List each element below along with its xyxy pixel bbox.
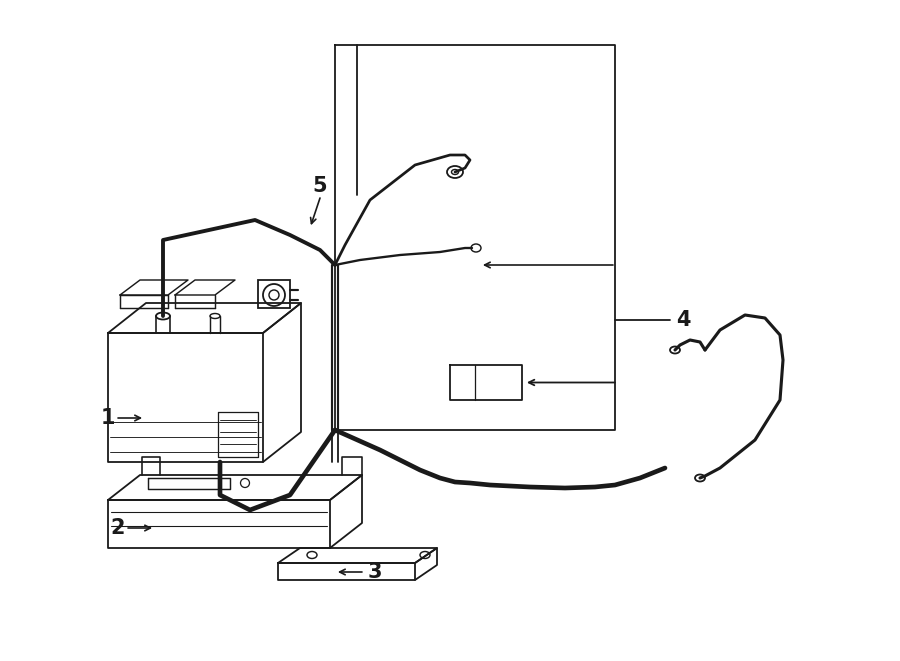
Bar — [258, 280, 290, 308]
Text: 3: 3 — [368, 562, 382, 582]
Text: 5: 5 — [312, 176, 328, 196]
Text: 1: 1 — [101, 408, 115, 428]
Text: 4: 4 — [676, 310, 690, 330]
Text: 2: 2 — [111, 518, 125, 538]
